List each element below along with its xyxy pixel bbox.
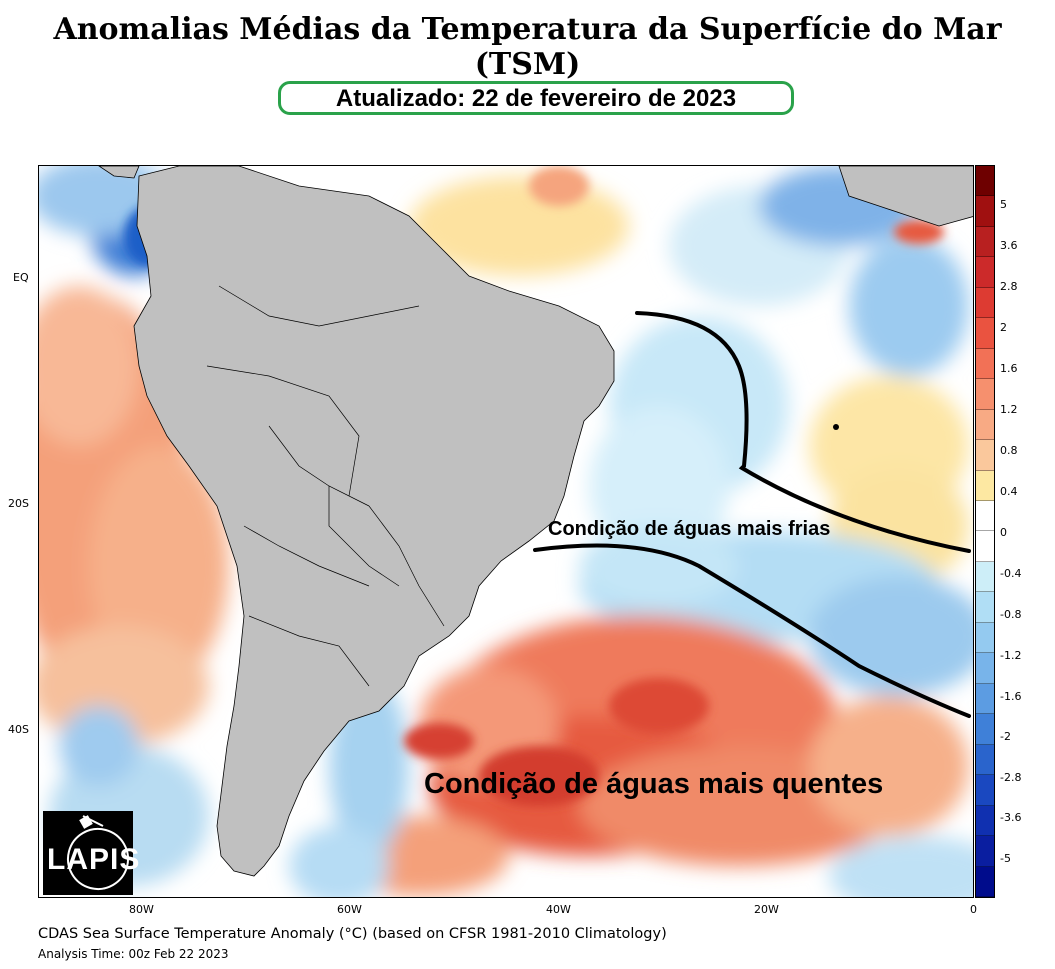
colorbar-segment: [976, 653, 994, 684]
island-dot: [833, 424, 839, 430]
colorbar-segment: [976, 683, 994, 715]
colorbar-segment: [976, 226, 994, 258]
colorbar-segment: [976, 379, 994, 410]
colorbar-tick-label: 1.2: [1000, 403, 1018, 416]
colorbar-tick-label: 1.6: [1000, 362, 1018, 375]
colorbar-tick-label: -0.4: [1000, 567, 1022, 580]
colorbar-segment: [976, 166, 994, 197]
colorbar-tick-label: -3.6: [1000, 811, 1022, 824]
colorbar-segment: [976, 592, 994, 623]
colorbar-tick-label: 0: [1000, 526, 1007, 539]
colorbar-segment: [976, 348, 994, 380]
africa-land: [838, 166, 973, 227]
colorbar-tick-label: 5: [1000, 198, 1007, 211]
colorbar-tick-label: -1.2: [1000, 649, 1022, 662]
logo-text: LAPIS: [47, 843, 141, 876]
colorbar-segment: [976, 257, 994, 288]
colorbar-tick-label: -2: [1000, 730, 1011, 743]
cold-water-annotation: Condição de águas mais frias: [548, 518, 831, 540]
colorbar-segment: [976, 744, 994, 776]
lon-label-40w: 40W: [546, 903, 571, 916]
updated-date-box: [278, 81, 794, 115]
colorbar-tick-label: 0.4: [1000, 485, 1018, 498]
colorbar-segment: [976, 287, 994, 319]
colorbar-segment: [976, 318, 994, 349]
map-caption: CDAS Sea Surface Temperature Anomaly (°C…: [38, 926, 667, 942]
colorbar-tick-label: 2: [1000, 321, 1007, 334]
country-borders: [206, 285, 445, 687]
warm-region-boundary: [533, 543, 971, 718]
colorbar-segment: [976, 805, 994, 837]
lat-label-40s: 40S: [8, 723, 29, 736]
frontal-lines: [533, 311, 971, 718]
colorbar-segment: [976, 714, 994, 745]
colorbar-tick-label: 3.6: [1000, 239, 1018, 252]
south-america-land: [133, 166, 615, 877]
cold-region-boundary: [635, 311, 971, 553]
colorbar-segment: [976, 440, 994, 471]
colorbar-segment: [976, 531, 994, 562]
colorbar-segment: [976, 622, 994, 654]
colorbar-tick-label: 2.8: [1000, 280, 1018, 293]
warm-water-annotation: Condição de águas mais quentes: [424, 768, 884, 800]
lon-label-80w: 80W: [129, 903, 154, 916]
lon-label-60w: 60W: [337, 903, 362, 916]
lat-label-eq: EQ: [13, 271, 29, 284]
colorbar-segment: [976, 775, 994, 806]
analysis-time: Analysis Time: 00z Feb 22 2023: [38, 947, 229, 961]
colorbar: [975, 165, 995, 898]
colorbar-segment: [976, 501, 994, 532]
colorbar-segment: [976, 196, 994, 227]
lon-label-0: 0: [970, 903, 977, 916]
colorbar-tick-label: -0.8: [1000, 608, 1022, 621]
lat-label-20s: 20S: [8, 497, 29, 510]
colorbar-tick-label: -1.6: [1000, 690, 1022, 703]
central-america-land: [98, 166, 140, 179]
lapis-logo: LAPIS: [43, 811, 139, 895]
colorbar-tick-label: -5: [1000, 852, 1011, 865]
colorbar-tick-label: -2.8: [1000, 771, 1022, 784]
satellite-icon: [67, 815, 129, 890]
colorbar-segment: [976, 836, 994, 867]
lon-label-20w: 20W: [754, 903, 779, 916]
colorbar-segment: [976, 409, 994, 441]
colorbar-segment: [976, 561, 994, 593]
map-title: Anomalias Médias da Temperatura da Super…: [53, 12, 1002, 82]
colorbar-segment: [976, 470, 994, 502]
colorbar-segment: [976, 866, 994, 897]
colorbar-tick-label: 0.8: [1000, 444, 1018, 457]
updated-date-label: Atualizado: 22 de fevereiro de 2023: [335, 85, 737, 112]
